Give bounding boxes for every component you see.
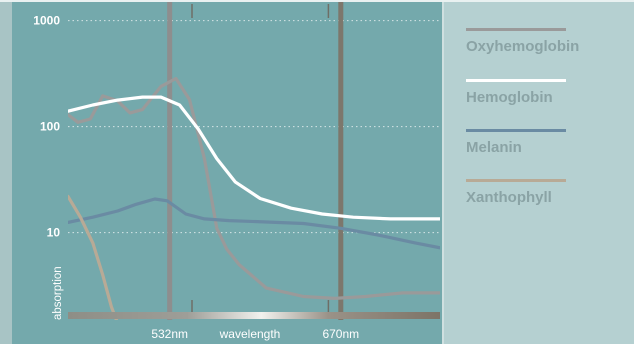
- spectrum-bar: [68, 312, 440, 319]
- legend-item-hemoglobin: Hemoglobin: [466, 79, 616, 106]
- legend-item-melanin: Melanin: [466, 129, 616, 156]
- legend-item-xanthophyll: Xanthophyll: [466, 179, 616, 206]
- left-strip: [0, 2, 12, 344]
- y-axis-label: absorption: [52, 266, 64, 320]
- y-tick-label: 1000: [33, 14, 60, 28]
- x-axis-labels: 532nm 670nm wavelength: [151, 327, 359, 341]
- series-lines: [68, 76, 440, 320]
- legend-swatch: [466, 28, 566, 31]
- y-tick-labels: 1000 100 10: [33, 14, 60, 240]
- minor-ticks: [191, 4, 330, 312]
- y-tick-label: 10: [47, 226, 61, 240]
- series-line-oxyhemoglobin: [68, 76, 440, 300]
- separator-line: [442, 2, 444, 344]
- legend-item-oxyhemoglobin: Oxyhemoglobin: [466, 28, 616, 55]
- legend-label: Melanin: [466, 139, 522, 156]
- top-rule: [0, 0, 634, 2]
- series-line-xanthophyll: [68, 194, 119, 320]
- legend-swatch: [466, 129, 566, 132]
- series-line-hemoglobin: [68, 95, 440, 221]
- grid-lines: [68, 20, 440, 234]
- series-line-melanin: [68, 197, 440, 250]
- legend-label: Xanthophyll: [466, 189, 552, 206]
- x-tick-label: 670nm: [322, 327, 359, 341]
- x-tick-label: 532nm: [151, 327, 188, 341]
- legend-label: Hemoglobin: [466, 89, 553, 106]
- wavelength-markers: [167, 2, 344, 320]
- legend-swatch: [466, 79, 566, 82]
- y-tick-label: 100: [40, 120, 60, 134]
- legend-swatch: [466, 179, 566, 182]
- legend-label: Oxyhemoglobin: [466, 38, 580, 55]
- x-axis-label: wavelength: [219, 327, 281, 341]
